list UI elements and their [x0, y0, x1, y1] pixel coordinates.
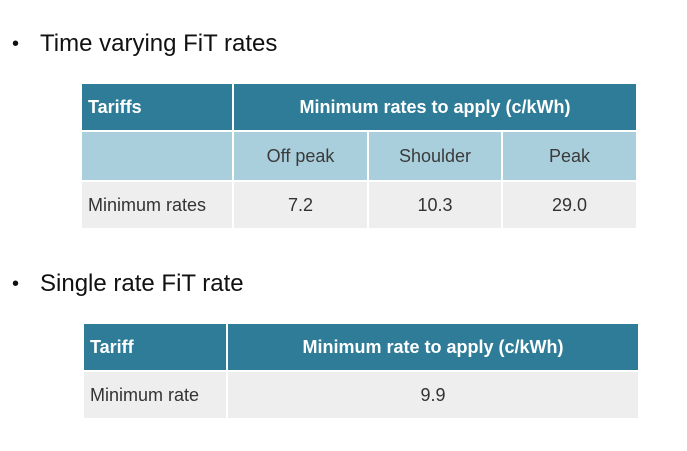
subheader-peak: Peak [502, 130, 636, 181]
subheader-empty [82, 130, 234, 181]
heading-text: Single rate FiT rate [40, 270, 244, 297]
table-header-row: Tariffs Minimum rates to apply (c/kWh) [82, 84, 636, 131]
row-label-minimum-rates: Minimum rates [82, 180, 234, 228]
value-off-peak: 7.2 [233, 180, 369, 228]
header-minimum-rates: Minimum rates to apply (c/kWh) [233, 84, 636, 131]
table-header-row: Tariff Minimum rate to apply (c/kWh) [84, 324, 638, 371]
section-heading-time-varying: • Time varying FiT rates [12, 30, 277, 58]
bullet-icon: • [12, 32, 20, 55]
header-minimum-rate: Minimum rate to apply (c/kWh) [227, 324, 638, 371]
subheader-shoulder: Shoulder [368, 130, 503, 181]
table-subheader-row: Off peak Shoulder Peak [82, 130, 636, 181]
subheader-off-peak: Off peak [233, 130, 369, 181]
value-shoulder: 10.3 [368, 180, 503, 228]
row-label-minimum-rate: Minimum rate [84, 370, 228, 418]
heading-text: Time varying FiT rates [40, 30, 278, 57]
section-heading-single-rate: • Single rate FiT rate [12, 270, 244, 298]
single-rate-table: Tariff Minimum rate to apply (c/kWh) Min… [84, 324, 638, 418]
value-single-rate: 9.9 [227, 370, 638, 418]
table-row: Minimum rate 9.9 [84, 370, 638, 418]
header-tariffs: Tariffs [82, 84, 234, 131]
header-tariff: Tariff [84, 324, 228, 371]
time-varying-rates-table: Tariffs Minimum rates to apply (c/kWh) O… [82, 84, 636, 228]
value-peak: 29.0 [502, 180, 636, 228]
bullet-icon: • [12, 272, 20, 295]
table-row: Minimum rates 7.2 10.3 29.0 [82, 180, 636, 228]
